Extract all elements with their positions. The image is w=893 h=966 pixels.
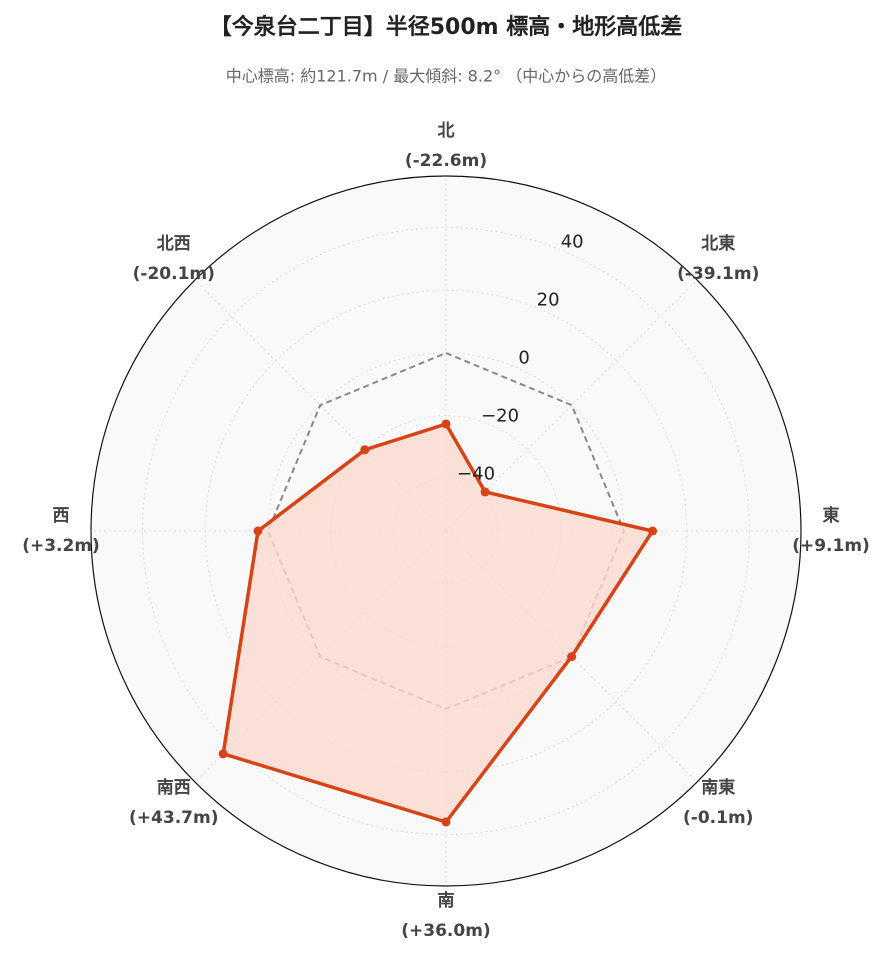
series-point (480, 487, 490, 497)
category-label: 西 (53, 506, 70, 526)
chart-title: 【今泉台二丁目】半径500m 標高・地形高低差 (210, 14, 683, 40)
value-label: (+9.1m) (792, 536, 870, 556)
series-point (567, 652, 577, 662)
grid-spoke (445, 530, 698, 783)
value-label: (-0.1m) (683, 808, 753, 828)
value-label: (+43.7m) (129, 808, 218, 828)
value-label: (+36.0m) (401, 921, 490, 941)
value-label: (-20.1m) (133, 264, 215, 284)
category-label: 東 (823, 505, 840, 526)
series-point (441, 419, 451, 429)
category-label: 北東 (701, 233, 735, 254)
r-tick-label: 0 (518, 348, 529, 369)
series-point (441, 817, 451, 827)
category-label: 南 (438, 890, 455, 911)
grid-spoke (194, 279, 447, 532)
grid-spoke (445, 279, 698, 532)
series-point (648, 526, 658, 536)
category-label: 北西 (157, 234, 191, 254)
chart-subtitle: 中心標高: 約121.7m / 最大傾斜: 8.2° （中心からの高低差） (226, 67, 666, 86)
value-label: (-39.1m) (677, 264, 759, 284)
r-tick-label: 20 (537, 290, 560, 311)
plot-border (90, 175, 802, 887)
category-label: 北 (438, 121, 455, 141)
r-tick-label: −40 (457, 464, 495, 485)
category-label: 南西 (157, 777, 191, 798)
value-label: (-22.6m) (405, 151, 487, 171)
series-point (360, 445, 370, 455)
series-point (253, 526, 263, 536)
r-tick-label: 40 (561, 232, 584, 253)
series-point (218, 749, 228, 759)
grid-circle (141, 226, 751, 836)
r-tick-label: −20 (481, 406, 519, 427)
category-label: 南東 (701, 777, 735, 798)
value-label: (+3.2m) (22, 536, 100, 556)
